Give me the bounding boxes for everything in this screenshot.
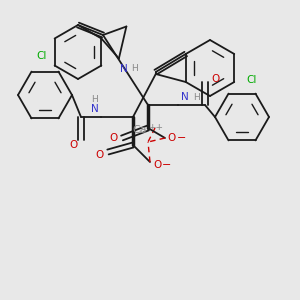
Text: O: O — [153, 160, 161, 170]
Text: O: O — [95, 150, 103, 160]
Text: −: − — [177, 133, 187, 143]
Text: H: H — [92, 95, 98, 104]
Text: O: O — [211, 74, 219, 84]
Text: Cl: Cl — [37, 51, 47, 61]
Text: O: O — [168, 133, 176, 143]
Text: H: H — [131, 64, 138, 73]
Text: Cl: Cl — [247, 75, 257, 85]
Text: O: O — [69, 140, 77, 150]
Text: −: − — [162, 160, 172, 170]
Text: N: N — [181, 92, 189, 102]
Text: ++: ++ — [148, 124, 164, 133]
Text: H: H — [194, 92, 200, 101]
Text: Ca: Ca — [133, 125, 147, 135]
Text: N: N — [120, 64, 128, 74]
Text: N: N — [91, 104, 99, 114]
Text: O: O — [109, 133, 117, 143]
